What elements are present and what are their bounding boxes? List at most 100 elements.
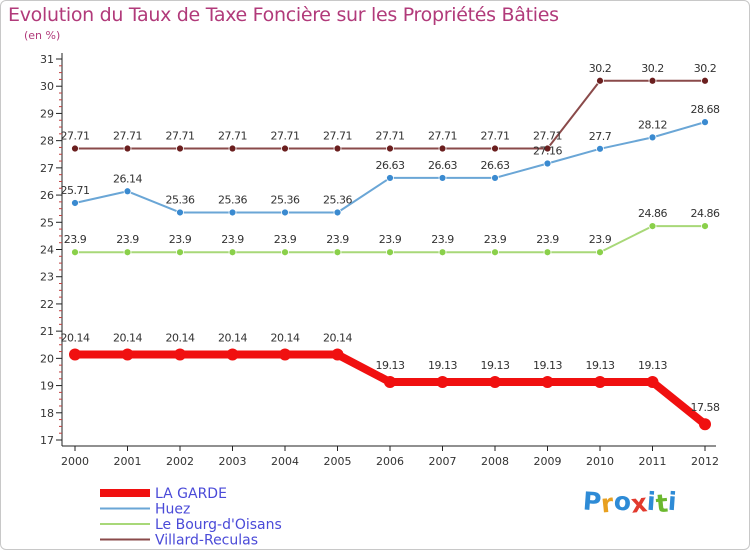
data-label: 26.63 xyxy=(428,159,457,172)
data-label: 24.86 xyxy=(638,207,667,220)
data-point xyxy=(541,376,554,389)
data-label: 27.71 xyxy=(428,130,457,143)
x-tick-label: 2008 xyxy=(481,455,509,468)
legend-label: Huez xyxy=(155,502,190,518)
y-tick-label: 27 xyxy=(40,162,54,175)
data-label: 20.14 xyxy=(323,332,352,345)
data-point xyxy=(228,208,237,217)
data-point xyxy=(543,248,552,257)
y-tick-label: 26 xyxy=(40,189,54,202)
data-point xyxy=(121,348,134,361)
y-tick-label: 23 xyxy=(40,271,54,284)
data-point xyxy=(489,376,501,389)
data-point xyxy=(596,144,604,153)
x-tick-label: 2003 xyxy=(219,455,247,468)
data-point xyxy=(386,144,394,153)
data-point xyxy=(491,174,499,182)
data-label: 25.71 xyxy=(61,184,90,197)
x-tick-label: 2000 xyxy=(61,455,89,468)
x-tick-label: 2010 xyxy=(586,455,614,468)
data-label: 25.36 xyxy=(166,193,195,206)
data-point xyxy=(543,144,552,153)
data-point xyxy=(646,376,659,389)
data-label: 28.68 xyxy=(691,103,720,116)
data-point xyxy=(71,248,79,257)
data-label: 25.36 xyxy=(218,193,247,206)
y-tick-label: 29 xyxy=(40,107,54,120)
data-point xyxy=(648,76,657,85)
data-label: 20.14 xyxy=(61,332,90,345)
data-label: 19.13 xyxy=(376,359,405,372)
data-label: 19.13 xyxy=(586,359,615,372)
data-label: 27.71 xyxy=(61,130,90,143)
data-point xyxy=(438,174,447,182)
y-tick-label: 19 xyxy=(40,380,54,393)
data-label: 23.9 xyxy=(221,233,244,246)
y-tick-label: 20 xyxy=(40,352,54,365)
data-labels: 27.71 27.71 27.71 27.71 27.71 27.71 27.71 27.7 1… xyxy=(61,62,721,414)
data-label: 23.9 xyxy=(431,233,454,246)
chart-title: Evolution du Taux de Taxe Foncière sur l… xyxy=(8,4,559,26)
data-label: 23.9 xyxy=(536,233,559,246)
data-point xyxy=(228,144,237,153)
legend-label: LA GARDE xyxy=(155,486,227,502)
legend-label: Villard-Reculas xyxy=(155,533,258,549)
data-point xyxy=(543,159,552,168)
data-label: 20.14 xyxy=(271,332,300,345)
data-label: 23.9 xyxy=(274,233,297,246)
y-axis-unit: (en %) xyxy=(24,29,61,42)
data-point xyxy=(176,248,184,257)
data-point xyxy=(176,144,184,153)
data-point xyxy=(596,248,604,257)
y-tick-label: 17 xyxy=(40,434,54,447)
data-point xyxy=(333,144,342,153)
data-point xyxy=(386,174,394,182)
data-point xyxy=(71,199,79,207)
data-point xyxy=(648,222,657,230)
data-label: 23.9 xyxy=(116,233,139,246)
data-label: 27.71 xyxy=(481,130,510,143)
data-point xyxy=(701,222,709,230)
data-point xyxy=(438,248,447,257)
data-label: 30.2 xyxy=(589,62,612,75)
x-tick-label: 2012 xyxy=(691,455,719,468)
data-point xyxy=(71,144,79,153)
data-point xyxy=(123,248,132,257)
x-tick-label: 2009 xyxy=(534,455,562,468)
data-point xyxy=(174,348,186,361)
axes: 17 18 19 20 21 22 23 24 25 26 27 28 29 30 31 2000 2001 20… xyxy=(40,53,719,468)
data-label: 27.71 xyxy=(533,130,562,143)
data-label: 27.16 xyxy=(533,145,562,158)
data-point xyxy=(123,187,132,196)
data-label: 27.71 xyxy=(323,130,352,143)
data-point xyxy=(226,348,239,361)
data-label: 27.71 xyxy=(218,130,247,143)
data-label: 17.58 xyxy=(691,401,720,414)
data-point xyxy=(438,144,447,153)
data-label: 26.63 xyxy=(481,159,510,172)
data-label: 24.86 xyxy=(691,207,720,220)
data-point xyxy=(699,418,711,431)
data-label: 28.12 xyxy=(638,118,667,131)
data-point xyxy=(331,348,344,361)
data-point xyxy=(333,248,342,257)
x-tick-label: 2001 xyxy=(114,455,142,468)
data-label: 30.2 xyxy=(694,62,717,75)
data-label: 27.7 xyxy=(589,130,612,143)
data-point xyxy=(491,144,499,153)
data-point xyxy=(384,376,396,389)
data-point xyxy=(701,76,709,85)
data-point xyxy=(281,144,289,153)
data-point xyxy=(491,248,499,257)
data-label: 27.71 xyxy=(271,130,300,143)
x-tick-label: 2005 xyxy=(324,455,352,468)
data-point xyxy=(176,208,184,217)
data-point xyxy=(333,208,342,217)
x-tick-label: 2007 xyxy=(429,455,457,468)
data-label: 20.14 xyxy=(113,332,142,345)
data-label: 19.13 xyxy=(638,359,667,372)
data-label: 19.13 xyxy=(533,359,562,372)
data-point xyxy=(436,376,449,389)
